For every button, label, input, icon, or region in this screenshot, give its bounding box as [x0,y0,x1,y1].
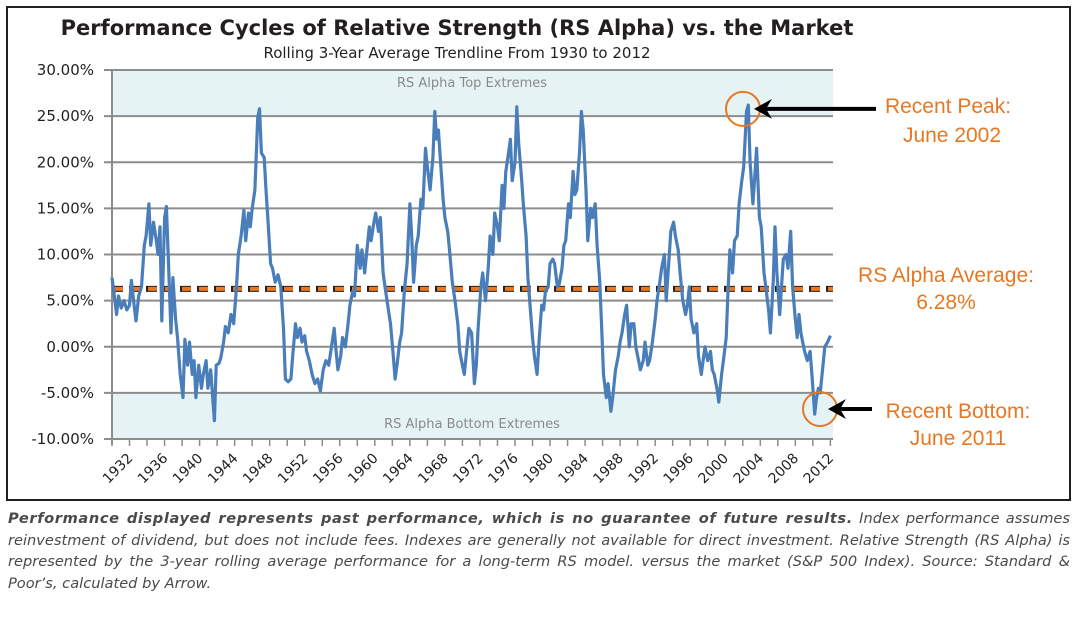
disclaimer-bold: Performance displayed represents past pe… [8,510,853,527]
bottom-annotation-line2: June 2011 [910,427,1007,450]
annotations [725,90,876,427]
x-tick-label: 1936 [135,450,172,487]
shaded-zones [112,70,833,439]
x-tick-label: 1980 [520,451,557,488]
peak-arrow-head [754,98,772,119]
x-tick-label: 1968 [415,451,452,488]
average-annotation-line2: 6.28% [916,291,976,314]
x-tick-label: 2004 [731,450,768,487]
x-tick-label: 1964 [380,450,417,487]
peak-annotation-line2: June 2002 [903,124,1001,147]
x-tick-label: 1960 [345,451,382,488]
series-group [110,103,832,423]
x-tick-label: 1988 [590,451,627,488]
y-tick-label: 30.00% [37,61,94,79]
bottom-arrow-head [828,399,846,419]
x-tick-label: 1952 [275,451,312,488]
x-tick-label: 1976 [485,450,522,487]
disclaimer-body: Index performance assumes reinvestment o… [8,510,1071,592]
chart-subtitle: Rolling 3-Year Average Trendline From 19… [263,44,650,62]
x-tick-label: 1944 [205,450,242,487]
y-tick-label: -5.00% [41,384,94,402]
x-tick-label: 1932 [100,451,137,488]
y-tick-label: 15.00% [37,199,94,217]
y-tick-label: 5.00% [46,292,94,310]
x-tick-label: 1992 [625,451,662,488]
x-tick-label: 1956 [310,450,347,487]
y-tick-label: 0.00% [46,338,94,356]
y-tick-label: 25.00% [37,107,94,125]
bottom-zone-label: RS Alpha Bottom Extremes [384,417,560,432]
bottom-extreme-zone [112,392,833,439]
x-tick-label: 2012 [801,451,838,488]
x-tick-label: 1984 [555,450,592,487]
x-tick-label: 1948 [240,451,277,488]
x-tick-label: 1972 [450,451,487,488]
y-tick-label: 10.00% [37,246,94,264]
average-annotation-line1: RS Alpha Average: [858,264,1034,287]
y-tick-label: 20.00% [37,153,94,171]
x-tick-label: 2000 [696,451,733,488]
series-line [110,103,832,423]
bottom-annotation-line1: Recent Bottom: [886,400,1031,423]
x-axis-ticks: 1932193619401944194819521956196019641968… [100,439,837,487]
x-tick-label: 1996 [661,450,698,487]
top-extreme-zone [112,70,833,117]
chart-title: Performance Cycles of Relative Strength … [61,16,854,40]
top-zone-label: RS Alpha Top Extremes [397,76,547,91]
disclaimer: Performance displayed represents past pe… [8,508,1070,594]
y-tick-label: -10.00% [31,430,94,448]
y-axis-ticks: 30.00% 25.00% 20.00% 15.00% 10.00% 5.00% 0.00%… [31,61,94,448]
x-tick-label: 1940 [170,451,207,488]
peak-annotation-line1: Recent Peak: [885,95,1011,118]
x-tick-label: 2008 [766,451,803,488]
